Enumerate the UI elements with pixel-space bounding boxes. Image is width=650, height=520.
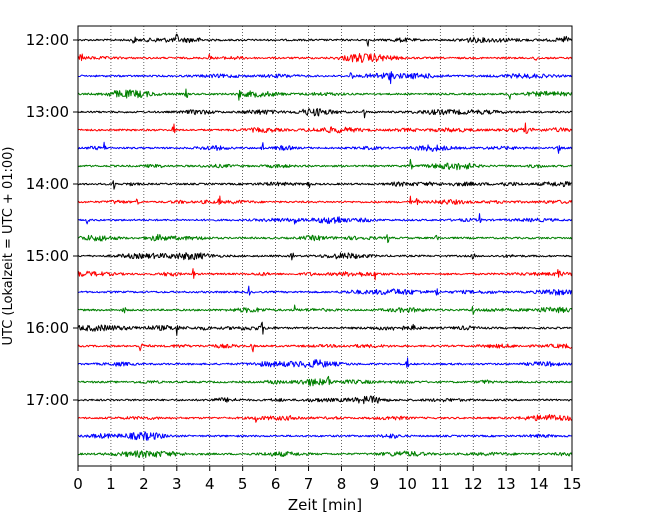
x-tick-label: 10 [398,475,417,493]
x-tick-label: 1 [106,475,116,493]
x-tick-label: 7 [304,475,314,493]
x-tick-label: 5 [238,475,248,493]
trace-line [77,431,573,441]
y-tick-label: 12:00 [26,31,69,49]
trace-line [77,304,573,316]
trace-line [77,285,573,296]
x-tick-label: 13 [497,475,516,493]
trace-line [77,158,573,171]
plot-frame [77,25,573,467]
x-tick-label: 0 [73,475,83,493]
trace-line [77,107,573,119]
trace-line [77,122,573,134]
y-tick-label: 17:00 [26,391,69,409]
x-tick-label: 6 [271,475,281,493]
trace-line [77,195,573,206]
trace-line [77,71,573,85]
trace-line [77,233,573,244]
y-tick-label: 16:00 [26,319,69,337]
trace-line [77,180,573,190]
seismic-traces [77,33,573,458]
y-axis-label: UTC (Lokalzeit = UTC + 01:00) [1,147,16,346]
x-axis-label: Zeit [min] [288,496,362,514]
trace-line [77,450,573,458]
x-tick-label: 15 [562,475,581,493]
trace-line [77,357,573,368]
x-tick-label: 3 [172,475,182,493]
trace-line [77,343,573,353]
trace-line [77,268,573,281]
trace-line [77,141,573,154]
x-tick-label: 12 [464,475,483,493]
trace-line [77,33,573,47]
trace-line [77,213,573,225]
y-tick-label: 14:00 [26,175,69,193]
x-tick-label: 4 [205,475,215,493]
x-tick-label: 14 [530,475,549,493]
trace-line [77,88,573,101]
x-axis: 0 1 2 3 4 5 6 7 8 9 10 11 12 13 14 15 [73,466,582,493]
y-axis: 12:00 13:00 14:00 15:00 16:00 17:00 [26,31,78,409]
x-tick-label: 2 [139,475,149,493]
y-tick-label: 15:00 [26,247,69,265]
trace-line [77,395,573,405]
trace-line [77,321,573,336]
y-tick-label: 13:00 [26,103,69,121]
trace-line [77,414,573,423]
x-tick-label: 8 [337,475,347,493]
trace-line [77,252,573,261]
trace-line [77,375,573,387]
x-tick-label: 9 [370,475,380,493]
trace-line [77,53,573,63]
x-tick-label: 11 [431,475,450,493]
grid-lines [110,26,540,466]
